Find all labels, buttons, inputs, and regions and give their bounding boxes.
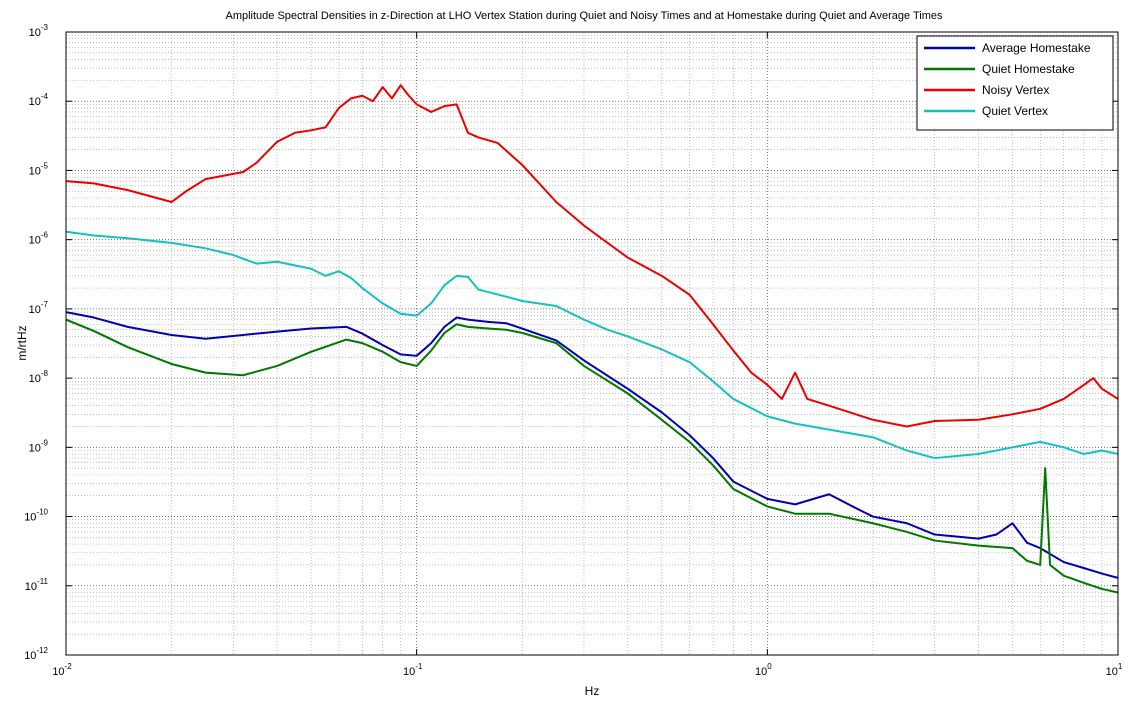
y-tick-labels: 10-12 10-11 10-10 10-9 10-8 10-7 10-6 10-5 10-4 1… bbox=[24, 23, 48, 662]
legend-label: Average Homestake bbox=[982, 41, 1091, 55]
legend: Average Homestake Quiet Homestake Noisy Ve… bbox=[916, 35, 1114, 131]
x-tick-labels: 10-2 10-1 100 101 bbox=[52, 662, 1123, 678]
y-tick-label: 10-9 bbox=[29, 438, 49, 454]
series-line-quiet-vertex bbox=[66, 230, 1118, 460]
x-tick-label: 101 bbox=[1106, 662, 1123, 678]
y-tick-label: 10-8 bbox=[29, 369, 49, 385]
y-tick-label: 10-4 bbox=[29, 92, 49, 108]
x-tick-label: 10-2 bbox=[52, 662, 72, 678]
legend-box bbox=[916, 35, 1114, 131]
x-tick-label: 10-1 bbox=[403, 662, 423, 678]
axis-ticks bbox=[65, 31, 1119, 656]
y-tick-label: 10-11 bbox=[25, 577, 49, 593]
y-tick-label: 10-7 bbox=[29, 300, 49, 316]
x-tick-label: 100 bbox=[755, 662, 772, 678]
chart-title: Amplitude Spectral Densities in z-Direct… bbox=[226, 10, 943, 22]
y-tick-label: 10-6 bbox=[29, 231, 49, 247]
x-axis-label: Hz bbox=[585, 684, 600, 698]
series-line-average-homestake bbox=[66, 311, 1118, 579]
legend-label: Quiet Vertex bbox=[982, 104, 1048, 118]
plot-frame bbox=[65, 31, 1119, 656]
y-axis-label: m/rtHz bbox=[15, 325, 29, 360]
series-group bbox=[66, 84, 1118, 594]
y-tick-label: 10-3 bbox=[29, 23, 49, 39]
series-line-quiet-homestake bbox=[66, 318, 1118, 594]
minor-grid bbox=[66, 32, 1118, 655]
y-tick-label: 10-5 bbox=[29, 161, 49, 177]
y-tick-label: 10-10 bbox=[24, 508, 48, 524]
legend-label: Quiet Homestake bbox=[982, 62, 1075, 76]
plot-area bbox=[66, 32, 1118, 655]
legend-label: Noisy Vertex bbox=[982, 83, 1049, 97]
y-tick-label: 10-12 bbox=[24, 646, 48, 662]
series-line-noisy-vertex bbox=[66, 84, 1118, 428]
